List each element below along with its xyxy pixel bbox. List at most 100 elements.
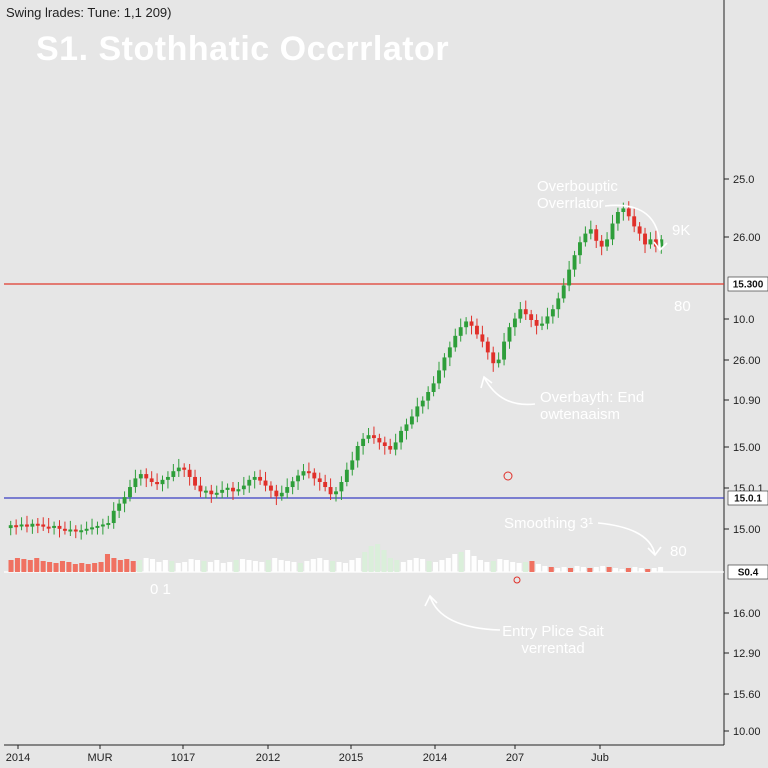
candle-body	[572, 255, 577, 270]
candle-body	[491, 352, 496, 364]
volume-bar	[439, 560, 445, 572]
reference-line-badge	[727, 490, 768, 506]
candle-body	[648, 239, 653, 245]
volume-bar	[330, 561, 336, 572]
candle-body	[306, 471, 311, 474]
volume-bar	[272, 558, 278, 572]
y-tick-label: 15.00	[733, 442, 761, 454]
y-tick-label: 12.90	[733, 648, 761, 660]
volume-bar	[66, 562, 72, 572]
candle-body	[328, 487, 333, 495]
volume-bar	[580, 567, 586, 572]
x-tick-label: MUR	[87, 752, 112, 764]
y-tick-label: 26.00	[733, 232, 761, 244]
volume-bar	[516, 563, 522, 572]
volume-bar	[111, 558, 117, 572]
candle-body	[529, 314, 534, 320]
volume-bar	[613, 568, 619, 572]
candle-body	[339, 482, 344, 492]
volume-bar	[420, 559, 426, 572]
volume-bar	[240, 559, 246, 572]
candle-body	[52, 525, 57, 528]
volume-bar	[291, 562, 297, 572]
y-tick-label: 15.60	[733, 689, 761, 701]
candle-body	[583, 233, 588, 243]
volume-bar	[510, 562, 516, 572]
x-tick-label: 2015	[339, 752, 363, 764]
volume-bar	[252, 561, 258, 572]
candle-body	[540, 323, 544, 326]
candle-body	[258, 476, 263, 481]
candle-body	[643, 233, 647, 245]
volume-bar	[233, 560, 239, 572]
candle-body	[187, 469, 192, 477]
candle-body	[458, 327, 463, 336]
candle-body	[480, 334, 485, 342]
candle-body	[79, 530, 84, 533]
candle-body	[431, 383, 436, 392]
volume-bar	[317, 558, 323, 572]
candle-body	[160, 479, 165, 485]
volume-bar	[606, 567, 612, 572]
volume-bar	[201, 561, 207, 572]
volume-bar	[156, 562, 162, 572]
volume-bar	[92, 563, 98, 572]
volume-bar	[259, 562, 265, 572]
volume-bar	[484, 562, 490, 572]
annotation-text: Overbouptic	[537, 178, 618, 195]
candle-body	[485, 341, 490, 353]
volume-bar	[8, 560, 14, 572]
volume-bar	[645, 569, 651, 572]
candle-body	[149, 478, 154, 482]
chart-header: Swing lrades: Tune: 1,1 209)	[6, 5, 172, 20]
candle-body	[475, 325, 479, 335]
candle-body	[550, 309, 555, 317]
annotation-arrowhead	[480, 375, 493, 389]
volume-bar	[297, 563, 303, 572]
candle-body	[263, 480, 268, 486]
candle-body	[19, 524, 24, 527]
volume-bar	[355, 558, 361, 572]
candle-body	[615, 212, 620, 224]
candle-body	[171, 471, 176, 477]
marker-circle	[503, 471, 513, 481]
volume-bar	[445, 558, 451, 572]
annotation-arrowhead	[653, 241, 668, 252]
volume-bar	[497, 559, 503, 572]
volume-bar	[214, 560, 220, 572]
volume-bar	[593, 567, 599, 572]
x-tick-label: 2014	[6, 752, 30, 764]
reference-line-badge-label: 15.0.1	[734, 494, 762, 505]
volume-bar	[477, 560, 484, 572]
volume-bar	[85, 564, 91, 572]
candle-body	[626, 208, 631, 217]
candle-body	[73, 529, 78, 532]
volume-bar	[400, 562, 406, 572]
candle-body	[637, 226, 642, 234]
candle-body	[209, 490, 214, 495]
candle-body	[599, 240, 604, 247]
candle-body	[25, 524, 29, 527]
volume-bar	[207, 562, 213, 572]
volume-bar	[124, 559, 130, 572]
candle-body	[561, 285, 566, 299]
volume-bar	[529, 561, 535, 572]
volume-bar	[381, 550, 387, 572]
annotation-arrow	[483, 376, 536, 406]
volume-bar	[490, 561, 496, 572]
candle-body	[437, 370, 441, 384]
candle-body	[138, 474, 143, 479]
candle-body	[225, 487, 230, 490]
candle-body	[578, 242, 582, 256]
volume-bar	[130, 561, 136, 572]
candle-body	[14, 525, 19, 528]
volume-bar	[40, 561, 46, 572]
candle-body	[35, 523, 40, 526]
volume-bar	[304, 561, 310, 572]
candle-body	[355, 446, 360, 461]
annotation-arrow	[604, 204, 661, 251]
volume-bar	[117, 560, 123, 572]
volume-bar	[34, 558, 40, 572]
volume-bar	[465, 550, 471, 572]
